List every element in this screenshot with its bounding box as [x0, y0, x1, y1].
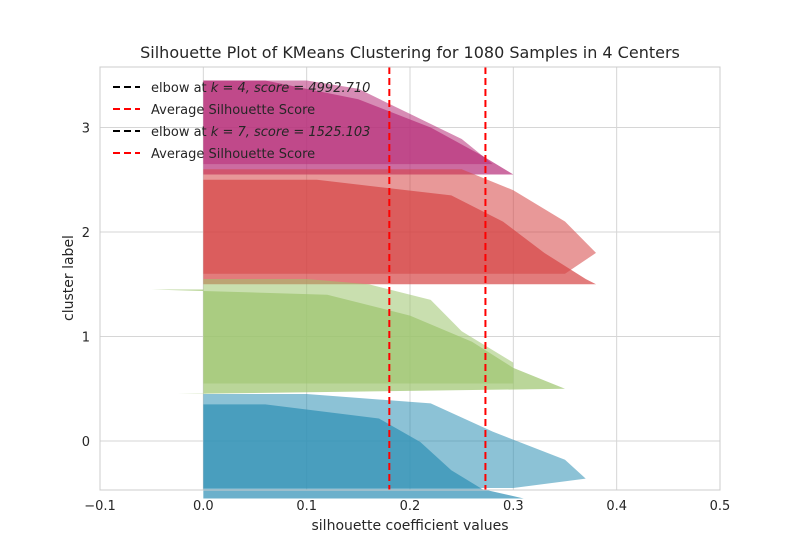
average-lines — [388, 67, 487, 490]
x-tick-label: 0.0 — [193, 499, 214, 514]
x-tick-label: 0.2 — [400, 499, 421, 514]
legend: elbow at k = 4, score = 4992.710 Average … — [113, 81, 370, 162]
x-tick-label: 0.3 — [503, 499, 524, 514]
axes-frame — [99, 66, 721, 491]
x-axis-label: silhouette coefficient values — [312, 518, 509, 534]
y-axis-label: cluster label — [61, 235, 77, 321]
silhouette-cluster-2-series-1 — [203, 169, 597, 274]
legend-label: Average Silhouette Score — [151, 103, 315, 118]
chart-title: Silhouette Plot of KMeans Clustering for… — [140, 43, 680, 62]
silhouette-cluster-0-series-1 — [203, 393, 586, 489]
x-tick-label: 0.4 — [606, 499, 627, 514]
legend-label: elbow at k = 7, score = 1525.103 — [151, 125, 370, 140]
x-tick-label: 0.1 — [296, 499, 317, 514]
y-ticks: 0 1 2 3 — [82, 122, 90, 451]
y-tick-label: 2 — [82, 226, 90, 241]
silhouette-cluster-1-series-1 — [203, 279, 514, 384]
plot-frame — [99, 66, 721, 491]
x-tick-label: 0.5 — [710, 499, 731, 514]
silhouette-cluster-3-series-1 — [203, 80, 493, 165]
y-tick-label: 3 — [82, 122, 90, 137]
legend-label: elbow at k = 4, score = 4992.710 — [151, 81, 370, 96]
silhouette-fills — [151, 80, 597, 499]
legend-label: Average Silhouette Score — [151, 147, 315, 162]
y-tick-label: 1 — [82, 331, 90, 346]
x-ticks: −0.1 0.0 0.1 0.2 0.3 0.4 0.5 — [84, 499, 730, 514]
x-tick-label: −0.1 — [84, 499, 116, 514]
y-tick-label: 0 — [82, 435, 90, 450]
